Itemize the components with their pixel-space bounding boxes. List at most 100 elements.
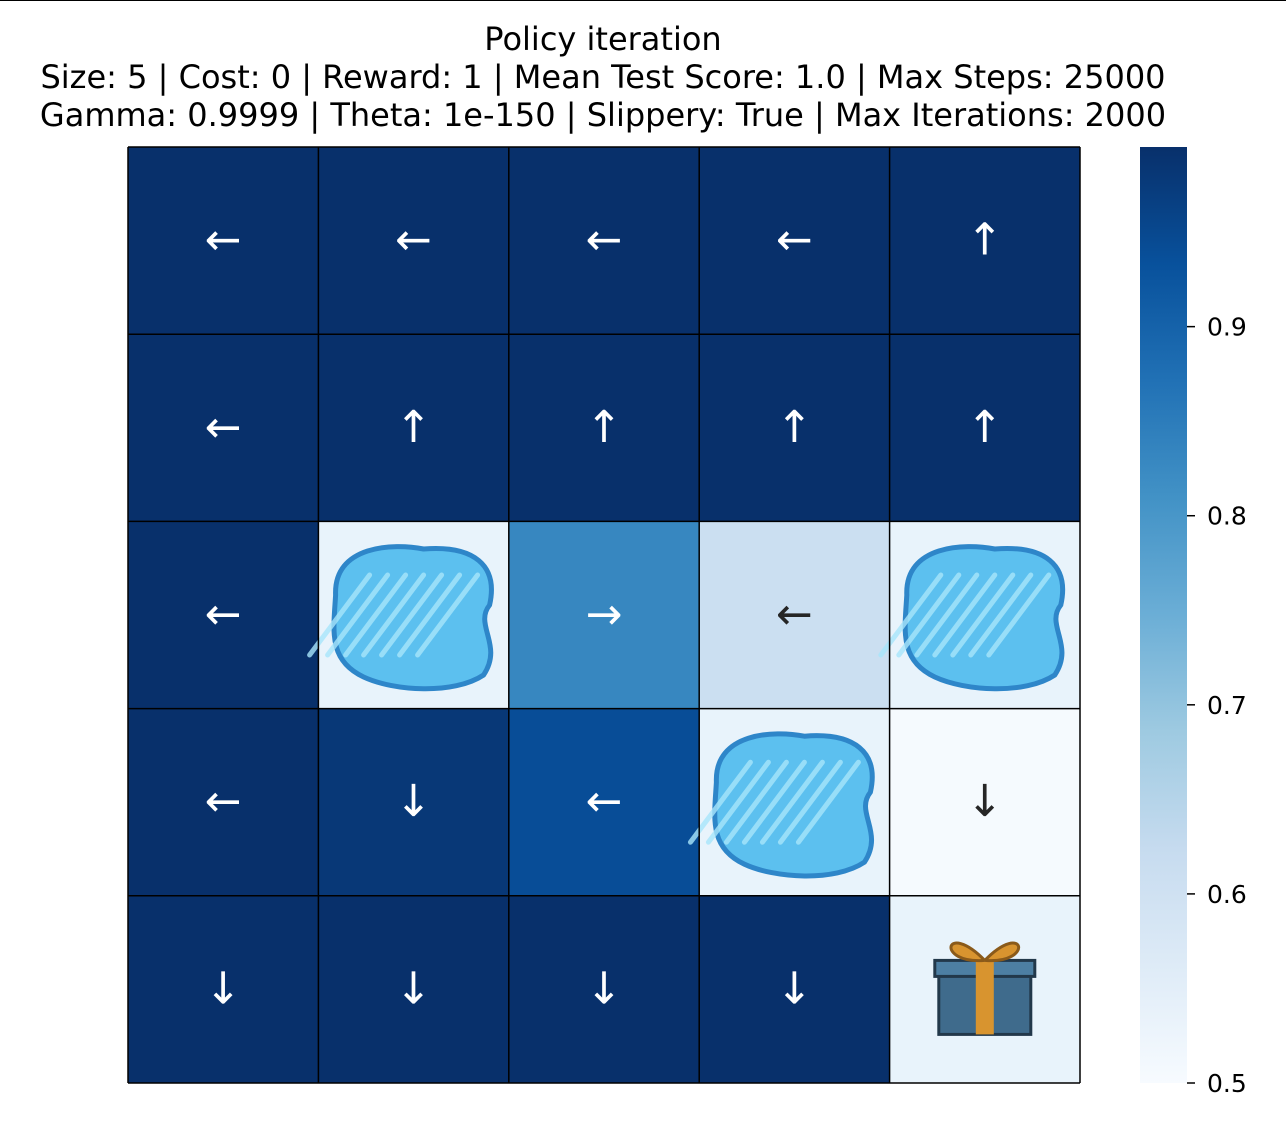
cell-fill <box>318 147 509 335</box>
colorbar-gradient <box>1140 147 1187 1083</box>
gift-bow-right <box>983 941 1021 963</box>
colorbar-tick-label: 0.8 <box>1207 502 1247 531</box>
ice-shine-stripe <box>795 759 861 845</box>
ice-shine-stripe <box>379 572 445 658</box>
colorbar-tick-label: 0.5 <box>1207 1069 1247 1098</box>
chart-subtitle-line-1: Size: 5 | Cost: 0 | Reward: 1 | Mean Tes… <box>40 58 1166 96</box>
chart-title-block: Policy iteration Size: 5 | Cost: 0 | Rew… <box>0 20 1206 134</box>
cell-fill <box>128 147 319 335</box>
ice-shine-stripe <box>415 572 481 658</box>
policy-arrow-down: ↓ <box>586 963 623 1014</box>
heatmap-cell-r2-c0: ← <box>128 521 319 709</box>
ice-shine-stripe <box>968 572 1034 658</box>
policy-arrow-down: ↓ <box>776 963 813 1014</box>
ice-shine-stripe <box>741 759 807 845</box>
heatmap-cell-r0-c4: ↑ <box>889 147 1080 335</box>
policy-arrow-left: ← <box>205 402 242 453</box>
cell-fill <box>128 708 319 896</box>
colorbar-tick-label: 0.9 <box>1207 313 1247 342</box>
ice-shine-stripe <box>878 572 944 658</box>
ice-shine-stripe <box>307 572 373 658</box>
ice-shine-stripe <box>325 572 391 658</box>
policy-arrow-down: ↓ <box>395 776 432 827</box>
heatmap-cell-r1-c2: ↑ <box>508 334 700 522</box>
ice-shine-stripe <box>361 572 427 658</box>
cell-fill <box>508 147 700 335</box>
ice-shine-stripe <box>397 572 463 658</box>
cell-fill <box>889 147 1080 335</box>
ice-shine-stripe <box>723 759 789 845</box>
cell-fill <box>699 147 890 335</box>
ice-shine-stripe <box>777 759 843 845</box>
cell-fill <box>699 521 890 709</box>
policy-arrow-left: ← <box>205 589 242 640</box>
gift-box-goal-icon <box>889 895 1080 1083</box>
colorbar: 0.5 0.6 0.7 0.8 0.9 <box>1140 147 1247 1098</box>
cell-fill <box>508 334 700 522</box>
heatmap-cell-r4-c1: ↓ <box>318 895 509 1083</box>
ice-shine-stripe <box>950 572 1016 658</box>
heatmap-cell-r0-c3: ← <box>699 147 890 335</box>
policy-arrow-down: ↓ <box>395 963 432 1014</box>
policy-arrow-up: ↑ <box>966 402 1003 453</box>
policy-arrow-up: ↑ <box>966 215 1003 266</box>
heatmap-cell-r1-c3: ↑ <box>699 334 890 522</box>
ice-shine-stripe <box>896 572 962 658</box>
colorbar-tick-label: 0.6 <box>1207 880 1247 909</box>
heatmap-cells: ← ← ← ← ↑ ← ↑ ↑ ↑ ↑ ← → ← ← ↓ ← ↓ ↓ ↓ ↓ ↓ <box>127 146 1081 1084</box>
ice-shine-stripe <box>343 572 409 658</box>
policy-arrow-left: ← <box>776 589 813 640</box>
cell-fill <box>318 334 509 522</box>
frozen-lake-hole-icon <box>687 708 890 896</box>
ice-shine-stripe <box>932 572 998 658</box>
heatmap-cell-r3-c4: ↓ <box>889 708 1080 896</box>
cell-fill <box>508 708 700 896</box>
cell-fill <box>699 895 890 1083</box>
heatmap-cell-r4-c2: ↓ <box>508 895 700 1083</box>
policy-arrow-up: ↑ <box>776 402 813 453</box>
cell-fill <box>889 708 1080 896</box>
cell-fill <box>128 895 319 1083</box>
frozen-lake-hole-icon <box>878 521 1080 709</box>
heatmap-cell-r3-c1: ↓ <box>318 708 509 896</box>
top-border-line <box>0 0 1286 1</box>
heatmap-cell-r0-c2: ← <box>508 147 700 335</box>
heatmap-cell-r1-c0: ← <box>128 334 319 522</box>
policy-arrow-left: ← <box>586 215 623 266</box>
policy-arrow-left: ← <box>776 215 813 266</box>
heatmap-cell-r2-c2: → <box>508 521 700 709</box>
cell-fill <box>889 334 1080 522</box>
gift-bow-left <box>949 941 986 963</box>
ice-shine-stripe <box>687 759 753 845</box>
colorbar-tick-label: 0.7 <box>1207 691 1247 720</box>
policy-arrow-left: ← <box>205 776 242 827</box>
cell-fill <box>128 334 319 522</box>
cell-fill <box>318 708 509 896</box>
policy-arrow-left: ← <box>586 776 623 827</box>
heatmap-cell-r1-c1: ↑ <box>318 334 509 522</box>
policy-arrow-left: ← <box>395 215 432 266</box>
chart-subtitle-line-2: Gamma: 0.9999 | Theta: 1e-150 | Slippery… <box>39 96 1167 134</box>
ice-shine-stripe <box>986 572 1052 658</box>
heatmap-cell-r1-c4: ↑ <box>889 334 1080 522</box>
heatmap-cell-r3-c0: ← <box>128 708 319 896</box>
heatmap-cell-r4-c3: ↓ <box>699 895 890 1083</box>
policy-arrow-down: ↓ <box>966 776 1003 827</box>
cell-fill <box>508 521 700 709</box>
policy-arrow-down: ↓ <box>205 963 242 1014</box>
cell-fill <box>128 521 319 709</box>
heatmap-cell-r2-c3: ← <box>699 521 890 709</box>
cell-fill <box>508 895 700 1083</box>
cell-fill <box>318 895 509 1083</box>
frozen-lake-hole-icon <box>307 521 509 709</box>
heatmap-cell-r0-c1: ← <box>318 147 509 335</box>
ice-shine-stripe <box>759 759 825 845</box>
policy-arrow-left: ← <box>205 215 242 266</box>
gift-ribbon-vertical <box>975 960 994 1035</box>
policy-arrow-right: → <box>586 589 623 640</box>
cell-fill <box>699 334 890 522</box>
ice-shine-stripe <box>914 572 980 658</box>
heatmap-cell-r3-c2: ← <box>508 708 700 896</box>
policy-arrow-up: ↑ <box>395 402 432 453</box>
